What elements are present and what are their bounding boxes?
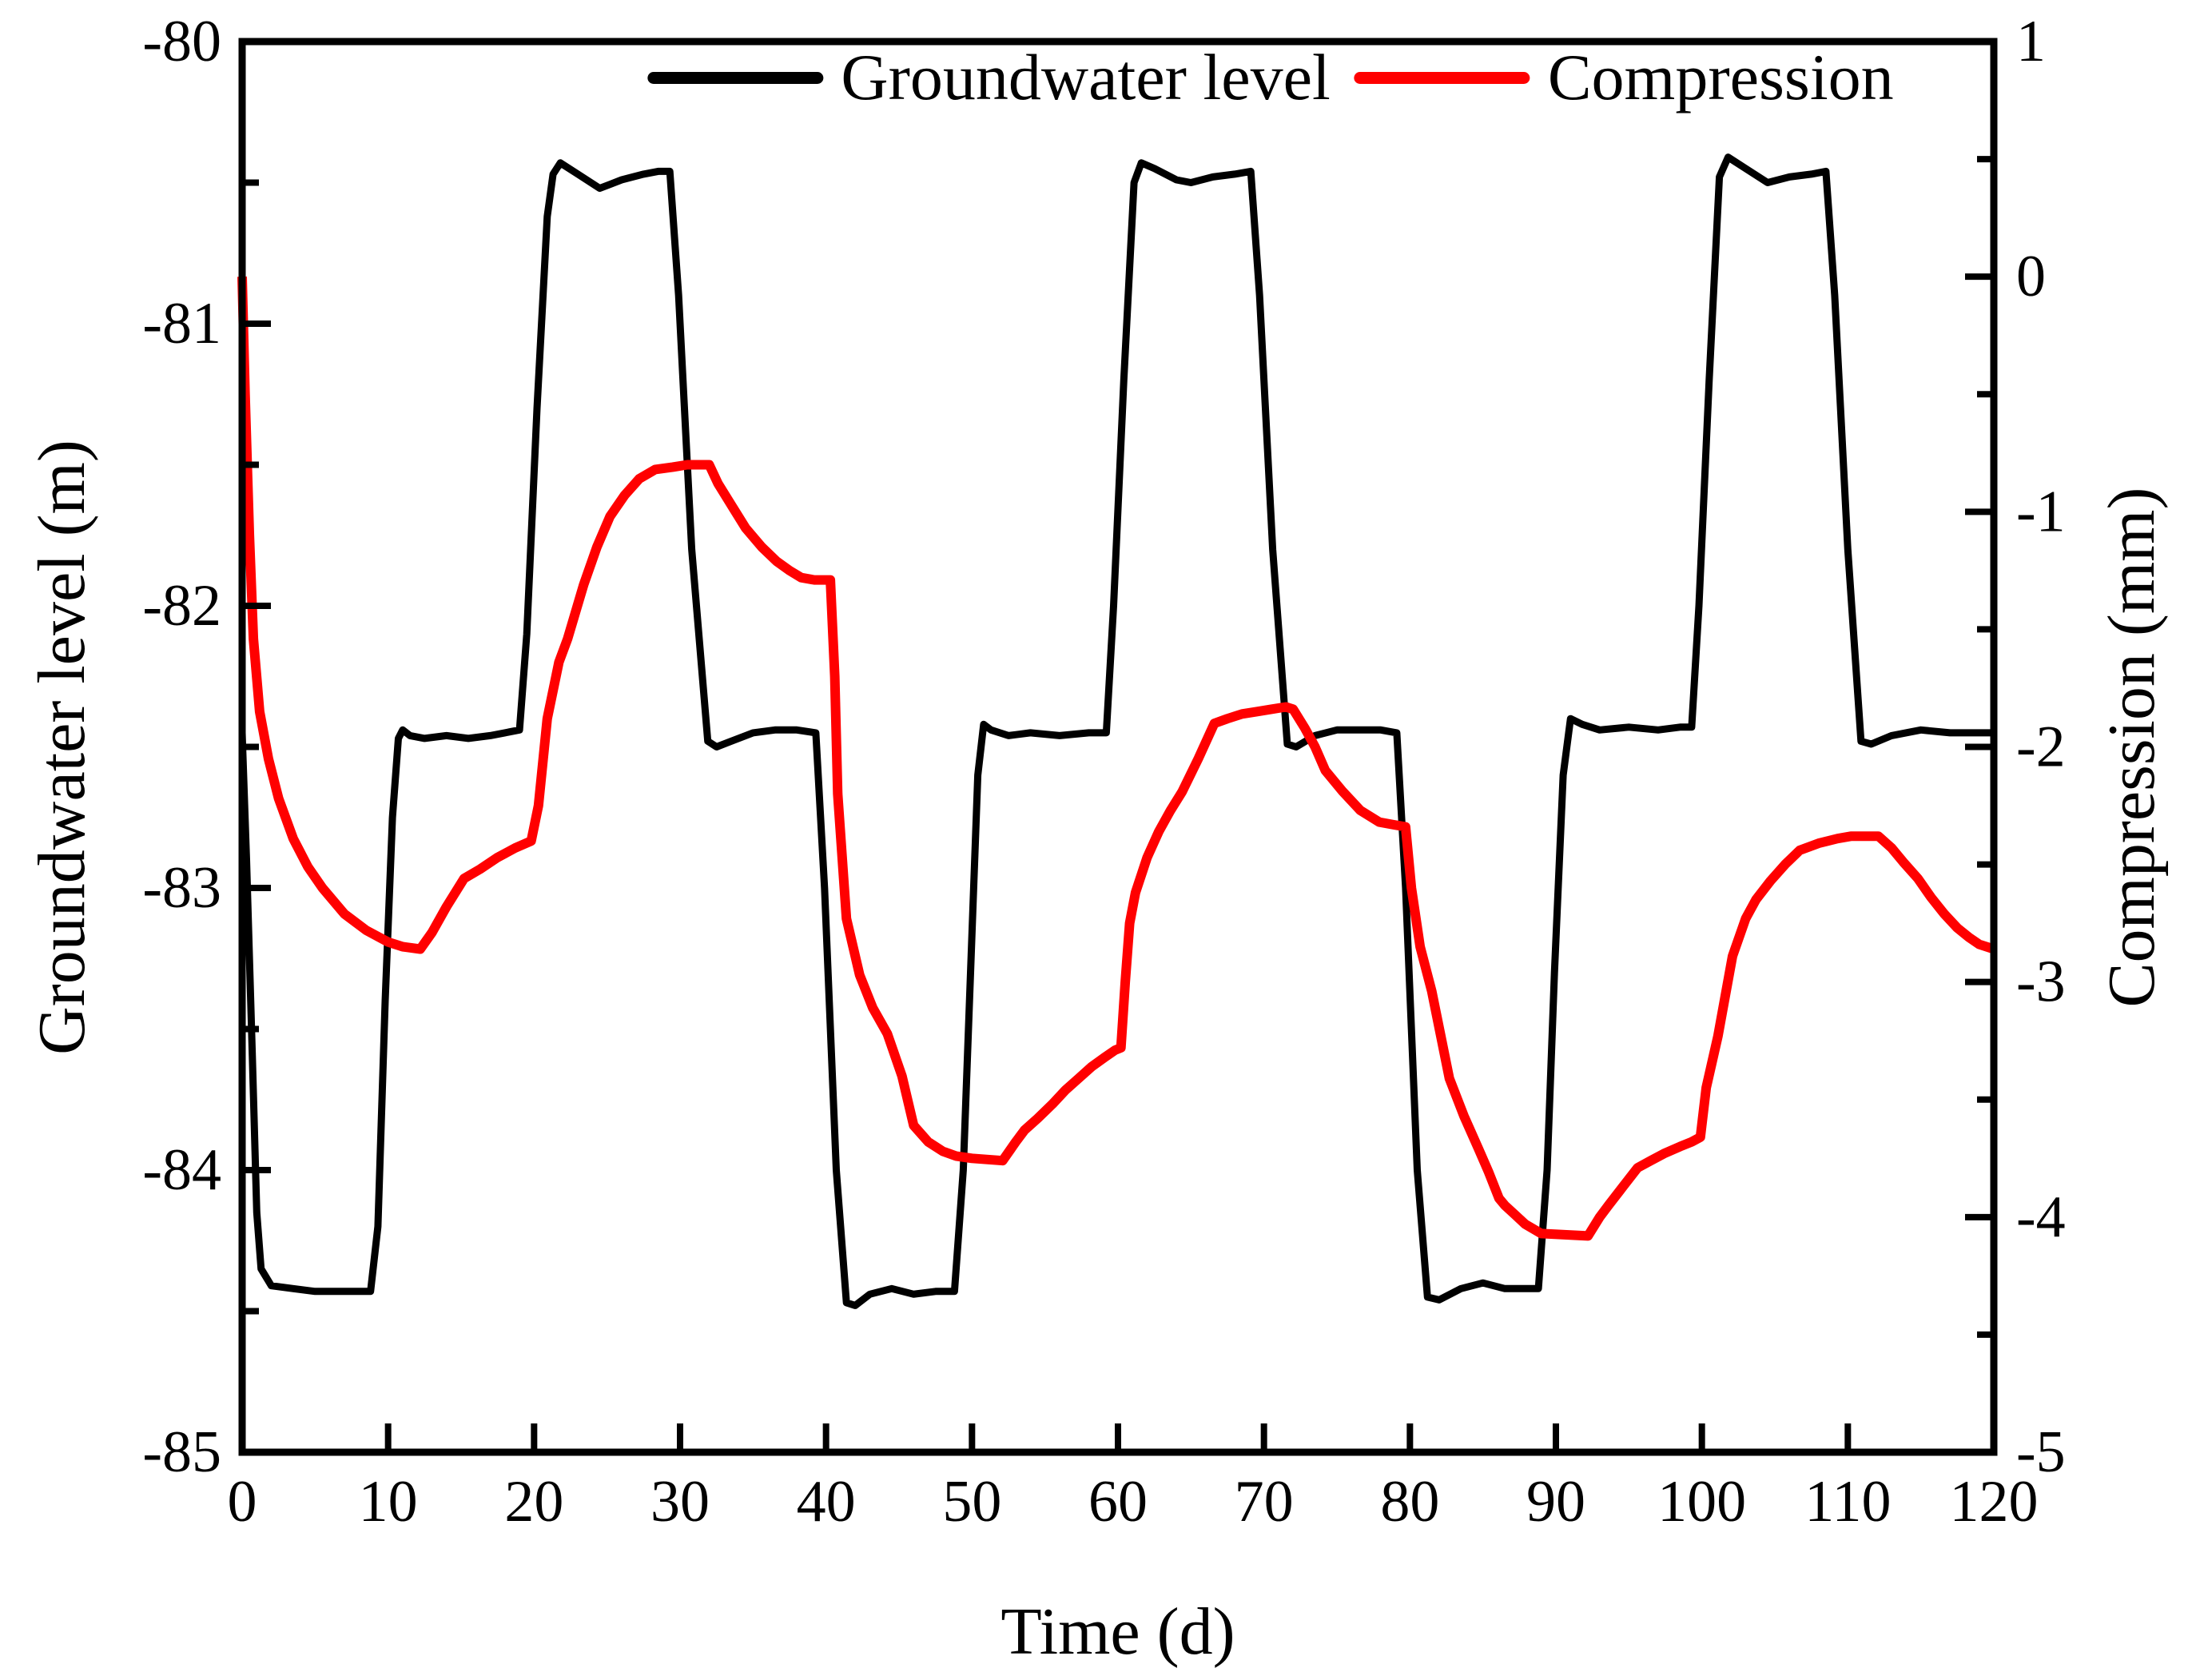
y-right-tick-label: -5 [2016, 1419, 2066, 1485]
y-right-tick-label: 1 [2016, 9, 2046, 74]
x-tick-label: 40 [797, 1469, 856, 1535]
y-left-tick-label: -81 [142, 291, 221, 356]
x-tick-label: 110 [1804, 1469, 1891, 1535]
legend-line-sample-groundwater [647, 71, 824, 84]
x-tick-label: 10 [359, 1469, 418, 1535]
x-tick-label: 80 [1380, 1469, 1439, 1535]
x-tick-label: 30 [650, 1469, 710, 1535]
y-right-axis-title: Compression (mm) [2095, 487, 2169, 1008]
series-layer [237, 153, 1995, 1309]
legend: Groundwater level Compression [647, 41, 1894, 113]
legend-item-compression: Compression [1354, 41, 1894, 113]
legend-label-compression: Compression [1547, 41, 1894, 113]
legend-label-groundwater-level: Groundwater level [841, 41, 1331, 113]
y-right-tick-label: -1 [2016, 479, 2066, 544]
x-tick-label: 0 [228, 1469, 257, 1535]
series-line-compression [237, 277, 1995, 1241]
x-tick-label: 60 [1088, 1469, 1148, 1535]
x-tick-label: 70 [1235, 1469, 1294, 1535]
series-line-groundwater-level [238, 153, 1994, 1309]
legend-line-sample-compression [1354, 71, 1530, 84]
x-tick-label: 50 [942, 1469, 1001, 1535]
y-right-tick-label: -4 [2016, 1184, 2066, 1250]
x-tick-label: 120 [1950, 1469, 2039, 1535]
y-right-tick-label: -2 [2016, 715, 2066, 780]
x-tick-label: 90 [1526, 1469, 1585, 1535]
y-right-tick-label: -3 [2016, 949, 2066, 1015]
x-tick-label: 20 [504, 1469, 563, 1535]
y-left-tick-label: -83 [142, 855, 221, 921]
x-tick-label: 100 [1657, 1469, 1746, 1535]
y-left-tick-label: -85 [142, 1419, 221, 1485]
y-left-axis-title: Groundwater level (m) [25, 440, 99, 1055]
axes-layer: 0 10 20 30 40 50 60 70 80 90 100 110 120-80-81-82-83… [142, 9, 2065, 1535]
y-left-tick-label: -80 [142, 9, 221, 74]
y-left-tick-label: -84 [142, 1137, 221, 1203]
y-right-tick-label: 0 [2016, 244, 2046, 309]
x-axis-title: Time (d) [1001, 1594, 1235, 1669]
plot-frame [238, 38, 1998, 1456]
legend-item-groundwater-level: Groundwater level [647, 41, 1331, 113]
y-left-tick-label: -82 [142, 573, 221, 639]
